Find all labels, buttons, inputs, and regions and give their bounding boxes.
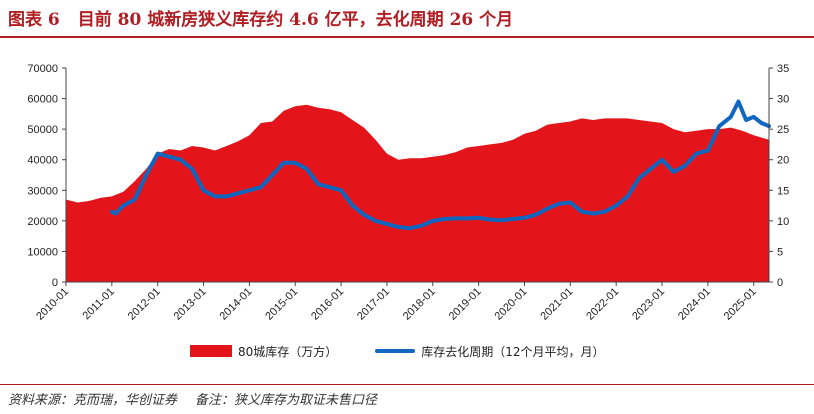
legend-swatch-area — [190, 345, 232, 357]
y-left-tick-label: 10000 — [27, 246, 58, 258]
y-right-tick-label: 25 — [777, 124, 789, 136]
line-layer — [109, 99, 771, 231]
y-right-tick-label: 30 — [777, 94, 789, 106]
legend-item-cycle: 库存去化周期（12个月平均，月） — [375, 343, 605, 360]
x-tick-label: 2021-01 — [538, 286, 575, 323]
source-text: 资料来源：克而瑞，华创证券 — [8, 393, 178, 408]
x-tick-label: 2025-01 — [722, 286, 759, 323]
y-right-tick-label: 5 — [777, 246, 783, 258]
y-left-tick-label: 60000 — [27, 94, 58, 106]
title-divider — [0, 36, 814, 38]
area-layer — [66, 104, 769, 282]
legend-label-inventory: 80城库存（万方） — [238, 344, 338, 359]
x-tick-label: 2012-01 — [126, 286, 163, 323]
x-tick-label: 2014-01 — [217, 286, 254, 323]
y-right-tick-label: 35 — [777, 63, 789, 75]
figure-title: 目前 80 城新房狭义库存约 4.6 亿平，去化周期 26 个月 — [77, 10, 514, 30]
y-right-tick-label: 0 — [777, 277, 783, 289]
legend-item-inventory: 80城库存（万方） — [190, 343, 337, 360]
x-tick-label: 2019-01 — [447, 286, 484, 323]
x-tick-label: 2016-01 — [309, 286, 346, 323]
inventory-area — [66, 104, 769, 282]
x-tick-label: 2013-01 — [172, 286, 209, 323]
y-right-tick-label: 10 — [777, 216, 789, 228]
y-left-tick-label: 70000 — [27, 63, 58, 75]
y-right-tick-label: 15 — [777, 185, 789, 197]
y-left-tick-label: 30000 — [27, 185, 58, 197]
x-tick-label: 2011-01 — [81, 286, 117, 322]
note-text: 备注：狭义库存为取证未售口径 — [195, 393, 378, 408]
x-tick-label: 2010-01 — [34, 286, 71, 323]
y-left-tick-label: 20000 — [27, 216, 58, 228]
turnover-cycle-line — [109, 99, 771, 231]
y-left-tick-label: 40000 — [27, 155, 58, 167]
x-tick-label: 2018-01 — [401, 286, 438, 323]
figure-label: 图表 6 — [8, 10, 60, 30]
footer-divider — [0, 384, 814, 385]
y-left-tick-label: 0 — [52, 277, 58, 289]
x-tick-label: 2022-01 — [584, 286, 621, 323]
x-tick-label: 2023-01 — [630, 286, 667, 323]
y-right-tick-label: 20 — [777, 155, 789, 167]
legend: 80城库存（万方） 库存去化周期（12个月平均，月） — [190, 340, 643, 362]
x-tick-label: 2020-01 — [493, 286, 530, 323]
x-tick-label: 2015-01 — [263, 286, 300, 323]
y-left-tick-label: 50000 — [27, 124, 58, 136]
legend-swatch-line — [375, 349, 416, 353]
x-tick-label: 2024-01 — [676, 286, 713, 323]
x-tick-label: 2017-01 — [355, 286, 392, 323]
chart-title: 图表 6 目前 80 城新房狭义库存约 4.6 亿平，去化周期 26 个月 — [8, 6, 513, 34]
source-footer: 资料来源：克而瑞，华创证券 备注：狭义库存为取证未售口径 — [8, 389, 377, 408]
legend-label-cycle: 库存去化周期（12个月平均，月） — [421, 344, 605, 359]
